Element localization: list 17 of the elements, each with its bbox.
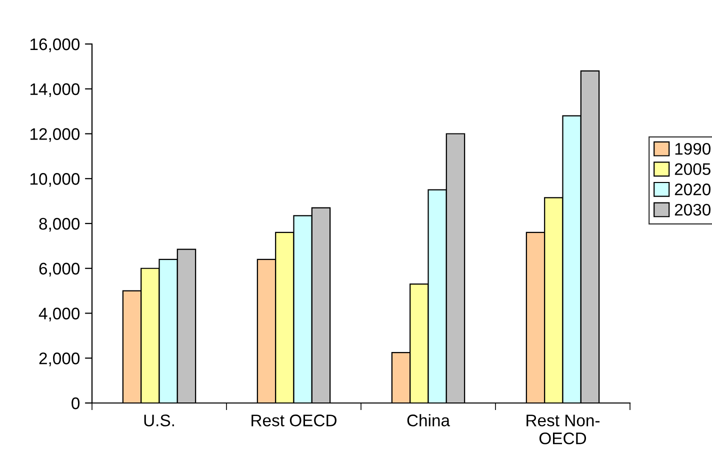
y-tick-label: 0 bbox=[72, 397, 80, 410]
y-tick-label: 12,000 bbox=[30, 128, 80, 142]
y-tick-label: 2,000 bbox=[39, 352, 80, 366]
legend-label: 1990 bbox=[675, 142, 711, 155]
x-tick-label: Rest Non- OECD bbox=[526, 414, 600, 444]
y-tick-label: 6,000 bbox=[39, 262, 80, 277]
legend-label: 2030 bbox=[674, 204, 711, 216]
x-tick-label: China bbox=[407, 414, 450, 426]
y-tick-label: 10,000 bbox=[30, 173, 80, 187]
x-tick-label: U.S. bbox=[144, 414, 174, 426]
legend-label: 2005 bbox=[674, 163, 710, 176]
x-tick-label: Rest OECD bbox=[252, 414, 336, 426]
y-tick-label: 16,000 bbox=[30, 38, 80, 52]
y-tick-label: 4,000 bbox=[38, 308, 80, 322]
y-tick-label: 14,000 bbox=[30, 83, 80, 98]
y-tick-label: 8,000 bbox=[39, 218, 80, 232]
legend-label: 2020 bbox=[674, 184, 711, 196]
